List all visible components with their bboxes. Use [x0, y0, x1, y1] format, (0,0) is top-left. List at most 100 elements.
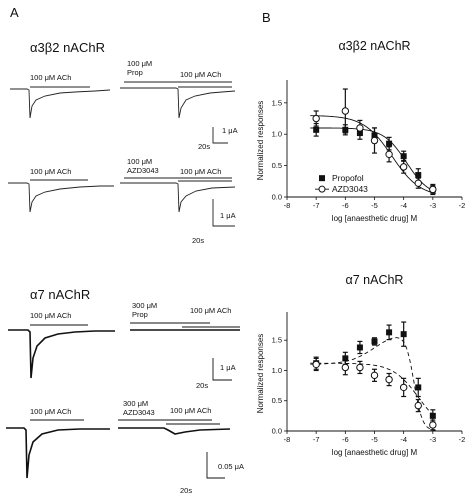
chart0-legend-marker-square: [319, 175, 325, 182]
chart1-point-square: [429, 412, 436, 419]
a7-azd-scale-x-label: 20s: [180, 486, 193, 495]
chart0-y-tick-label: 0.5: [272, 161, 282, 170]
chart1-point-square: [386, 329, 393, 336]
chart0-x-tick-label: -4: [400, 201, 407, 210]
chart1-y-tick-label: 0.5: [272, 396, 282, 405]
a3b2-azd-scale-bar: [212, 199, 235, 227]
chart1-x-tick-label: -4: [400, 435, 407, 444]
a3b2-prop-ach2-label: 100 μM ACh: [180, 70, 222, 79]
chart0-x-tick-label: -6: [342, 201, 349, 210]
chart1-x-tick-label: -5: [371, 435, 378, 444]
chart1-y-tick-label: 1.5: [272, 336, 282, 345]
a7-azd-trace-1: [6, 427, 110, 479]
chart1-fit-curve-1: [310, 362, 437, 418]
a3b2-azd-drug-label-1: 100 μM: [127, 157, 153, 166]
a7-prop-trace: [8, 322, 240, 381]
a3b2-prop-scale-x-label: 20s: [198, 142, 211, 151]
chart0-point-square: [400, 153, 407, 160]
a7-azd-trace-2: [118, 427, 231, 435]
chart0-legend-label: AZD3043: [332, 184, 368, 194]
chart0-point-circle: [399, 163, 408, 171]
chart0-point-circle: [370, 136, 379, 145]
a3b2-azd-ach2-label: 100 μM ACh: [180, 167, 222, 176]
a3b2-prop-trace-1: [10, 88, 111, 119]
a7-prop-scale-y-label: 1 μA: [220, 363, 236, 372]
chart0-legend-marker-circle: [318, 185, 326, 193]
a3b2-prop-drug-label-1: 100 μM: [127, 59, 153, 68]
a3b2-prop-scale-y-label: 1 μA: [222, 126, 238, 135]
a7-prop-drug-label-1: 300 μM: [132, 301, 158, 310]
a3b2-prop-trace-2: [120, 87, 236, 119]
a7-azd-trace: [6, 419, 231, 479]
chart0-point-circle: [312, 114, 320, 123]
chart0-x-tick-label: -5: [371, 201, 378, 210]
a7-azd-scale-bar: [206, 452, 225, 479]
a3b2-azd-drug-label-2: AZD3043: [127, 166, 159, 175]
chart0-point-circle: [341, 107, 350, 115]
a3b2-azd-trace-2: [120, 182, 236, 213]
a7-azd-drug-label-1: 300 μM: [123, 399, 149, 408]
a7-prop-drug-label-2: Prop: [132, 310, 148, 319]
a7-azd-ach1-label: 100 μM ACh: [30, 407, 72, 416]
chart0-y-tick-label: 0.0: [272, 193, 282, 202]
chart0-y-tick-label: 1.0: [272, 130, 282, 139]
chart1-point-square: [415, 384, 422, 391]
chart0-y-axis-label: Normalized responses: [256, 101, 265, 181]
chart0-point-square: [415, 172, 422, 179]
a7-traces-title: α7 nAChR: [30, 287, 91, 302]
chart0-y-tick-label: 1.5: [272, 98, 282, 107]
chart0-x-axis-label: log [anaesthetic drug] M: [332, 214, 418, 223]
a3b2-azd-ach1-label: 100 μM ACh: [30, 167, 72, 176]
chart0-point-circle: [429, 185, 437, 194]
chart1-x-tick-label: -8: [284, 435, 291, 444]
a3b2-prop-ach1-label: 100 μM ACh: [30, 73, 72, 82]
chart1-fit-curve-0: [310, 337, 436, 431]
chart0-x-tick-label: -3: [429, 201, 436, 210]
chart0-point-square: [313, 126, 320, 133]
chart0-point-square: [386, 140, 393, 147]
chart1-point-square: [400, 331, 407, 338]
a7-prop-scale-bar: [212, 358, 232, 381]
a3b2-azd-scale-x-label: 20s: [192, 236, 205, 245]
chart0-title: α3β2 nAChR: [338, 39, 410, 53]
a3b2-azd-trace-1: [8, 182, 114, 213]
chart1-point-circle: [414, 401, 422, 410]
a7-azd-ach2-label: 100 μM ACh: [170, 406, 212, 415]
chart1-point-square: [342, 355, 349, 362]
chart1-x-tick-label: -7: [313, 435, 320, 444]
chart1-point-circle: [312, 360, 320, 369]
a3b2-prop-trace: [10, 81, 236, 144]
chart0-x-tick-label: -8: [284, 201, 291, 210]
chart1-point-circle: [356, 363, 364, 372]
chart1-point-circle: [399, 383, 408, 392]
a7-azd-drug-label-2: AZD3043: [123, 408, 155, 417]
a7-prop-trace-1: [8, 329, 115, 379]
a7-prop-ach2-label: 100 μM ACh: [190, 306, 232, 315]
chart0-point-circle: [414, 179, 422, 187]
a3b2-azd-trace: [8, 177, 236, 227]
chart1-x-tick-label: -3: [429, 435, 436, 444]
chart0-point-circle: [356, 124, 364, 132]
chart0-fit-curve-0: [310, 127, 436, 193]
a3b2-traces-title: α3β2 nAChR: [30, 40, 105, 55]
chart0-legend-label: Propofol: [332, 173, 364, 183]
chart1-x-tick-label: -2: [459, 435, 466, 444]
a7-azd-scale-y-label: 0.05 μA: [218, 462, 245, 471]
chart1-x-tick-label: -6: [342, 435, 349, 444]
chart1-y-tick-label: 0.0: [272, 427, 282, 436]
chart1-point-circle: [429, 421, 437, 429]
a7-prop-ach1-label: 100 μM ACh: [30, 311, 72, 320]
panel-letter-b: B: [262, 10, 271, 25]
chart1-x-axis-label: log [anaesthetic drug] M: [332, 448, 418, 457]
chart1-y-tick-label: 1.0: [272, 366, 282, 375]
chart0-x-tick-label: -2: [459, 201, 466, 210]
a7-prop-scale-x-label: 20s: [196, 381, 209, 390]
chart1-point-square: [356, 344, 363, 351]
a3b2-prop-drug-label-2: Prop: [127, 68, 143, 77]
chart1-title: α7 nAChR: [346, 273, 404, 287]
chart1-y-axis-label: Normalized responses: [256, 334, 265, 414]
a3b2-prop-scale-bar: [212, 127, 228, 144]
chart1-point-circle: [341, 363, 350, 372]
